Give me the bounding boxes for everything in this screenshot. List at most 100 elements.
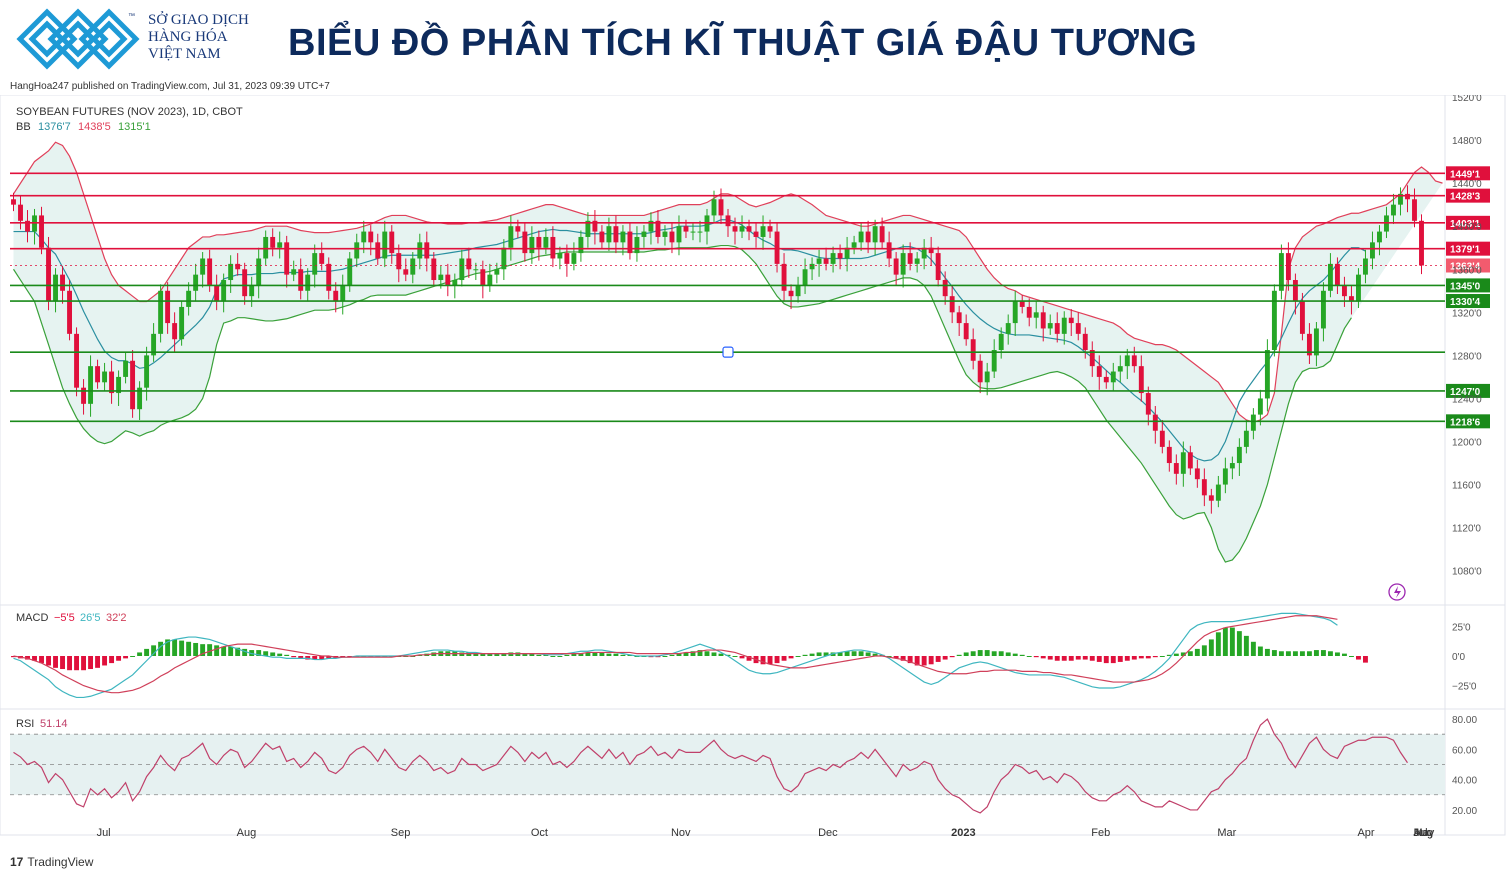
candle-body xyxy=(613,226,619,243)
chart-svg[interactable]: 1449'1 1428'3 1403'1 1379'1 1345'0 1330'4 1247… xyxy=(0,93,1507,850)
macd-histogram-bar xyxy=(522,653,528,656)
candle-body xyxy=(1327,263,1333,291)
macd-histogram-bar xyxy=(67,656,72,671)
candle-body xyxy=(718,199,724,216)
candle-body xyxy=(1068,317,1074,324)
support-price-label: 1247'0 xyxy=(1450,387,1481,398)
macd-histogram-bar xyxy=(1348,656,1354,657)
macd-histogram-bar xyxy=(970,651,976,656)
price-axis-tick: 1280'0 xyxy=(1452,351,1482,362)
resistance-price-label: 1403'1 xyxy=(1450,219,1481,230)
macd-histogram-bar xyxy=(774,656,780,664)
macd-histogram-bar xyxy=(697,650,703,656)
candle-body xyxy=(116,376,122,394)
macd-histogram-bar xyxy=(1019,654,1025,656)
candle-body xyxy=(1215,484,1221,501)
macd-histogram-bar xyxy=(949,656,955,658)
time-axis-tick: Jul xyxy=(97,827,111,839)
macd-histogram-bar xyxy=(1271,650,1277,656)
macd-histogram-bar xyxy=(214,645,220,656)
candle-body xyxy=(277,242,283,248)
candle-body xyxy=(1208,495,1214,501)
support-price-label: 1345'0 xyxy=(1450,281,1481,292)
price-axis-tick: 1520'0 xyxy=(1452,95,1482,104)
macd-histogram-bar xyxy=(991,651,997,656)
logo-trademark: ™ xyxy=(128,13,135,20)
price-axis-tick: 1200'0 xyxy=(1452,438,1482,449)
candle-body xyxy=(956,312,962,324)
candle-body xyxy=(389,231,395,254)
logo-line-1: SỞ GIAO DỊCH xyxy=(148,12,249,28)
chart-area[interactable]: 1449'1 1428'3 1403'1 1379'1 1345'0 1330'4 1247… xyxy=(0,93,1507,850)
macd-histogram-bar xyxy=(718,653,724,656)
candle-body xyxy=(1040,312,1046,329)
macd-histogram-bar xyxy=(46,656,51,666)
candle-body xyxy=(1033,312,1039,318)
candle-body xyxy=(851,242,857,248)
time-axis-tick: 2023 xyxy=(951,827,975,839)
macd-histogram-bar xyxy=(893,656,899,659)
candle-body xyxy=(529,236,535,254)
candle-body xyxy=(872,226,878,243)
candle-body xyxy=(109,371,115,394)
candle-body xyxy=(1159,430,1165,447)
candle-body xyxy=(865,231,871,243)
macd-histogram-bar xyxy=(557,656,563,657)
macd-histogram-bar xyxy=(1131,656,1137,660)
candle-body xyxy=(977,360,983,383)
macd-histogram-bar xyxy=(1152,656,1158,658)
macd-histogram-bar xyxy=(494,653,500,656)
macd-histogram-bar xyxy=(578,653,584,656)
candle-body xyxy=(802,269,808,286)
candle-body xyxy=(452,280,458,286)
candle-body xyxy=(1047,323,1053,329)
candle-body xyxy=(522,231,528,254)
candle-body xyxy=(823,258,829,264)
time-axis-tick: Jun xyxy=(1413,827,1431,839)
candle-body xyxy=(1082,333,1088,350)
macd-histogram-bar xyxy=(102,656,108,666)
macd-histogram-bar xyxy=(816,652,822,656)
macd-histogram-bar xyxy=(1222,627,1228,656)
macd-histogram-bar xyxy=(1047,656,1053,660)
macd-histogram-bar xyxy=(270,652,276,656)
logo-line-3: VIỆT NAM xyxy=(148,46,221,62)
macd-histogram-bar xyxy=(977,650,983,656)
candle-body xyxy=(641,231,647,237)
candle-body xyxy=(662,231,668,237)
candle-body xyxy=(1285,253,1291,281)
macd-histogram-bar xyxy=(711,652,717,656)
macd-histogram-bar xyxy=(284,654,290,656)
candle-body xyxy=(921,247,927,259)
macd-histogram-bar xyxy=(32,656,37,661)
candle-body xyxy=(620,231,626,243)
candle-body xyxy=(970,339,976,361)
rsi-axis-tick: 80.00 xyxy=(1452,715,1477,726)
page-title: BIỂU ĐỒ PHÂN TÍCH KĨ THUẬT GIÁ ĐẬU TƯƠNG xyxy=(288,22,1198,64)
candle-body xyxy=(375,242,381,259)
macd-histogram-bar xyxy=(732,656,738,657)
rsi-axis-tick: 20.00 xyxy=(1452,806,1477,817)
macd-line xyxy=(13,612,1338,699)
tradingview-brand: TradingView xyxy=(27,855,94,869)
time-axis-tick: Dec xyxy=(818,827,838,839)
candle-body xyxy=(25,220,30,232)
macd-histogram-bar xyxy=(74,656,79,671)
candle-body xyxy=(1166,446,1172,464)
candle-body xyxy=(1334,263,1340,286)
macd-histogram-bar xyxy=(1208,639,1214,656)
macd-histogram-bar xyxy=(956,654,962,656)
candle-body xyxy=(417,242,423,259)
candle-body xyxy=(1243,430,1249,447)
macd-axis-tick: −25'0 xyxy=(1452,682,1477,693)
candle-body xyxy=(81,387,87,404)
candle-body xyxy=(1341,285,1347,297)
candle-body xyxy=(1306,333,1312,356)
macd-histogram-bar xyxy=(172,639,178,656)
candle-body xyxy=(1005,323,1011,334)
macd-histogram-bar xyxy=(144,648,150,656)
macd-histogram-bar xyxy=(1159,656,1165,657)
macd-histogram-bar xyxy=(746,656,752,661)
candle-body xyxy=(501,247,507,270)
candle-body xyxy=(424,242,430,259)
